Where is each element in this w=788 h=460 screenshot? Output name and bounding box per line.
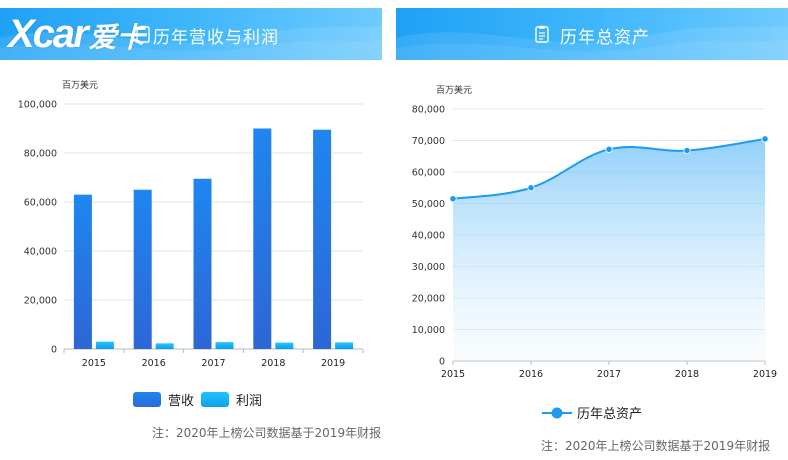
clipboard-icon	[136, 25, 150, 43]
x-tick-label: 2019	[753, 369, 777, 380]
xcar-logo: Xcar爱卡	[8, 12, 145, 60]
y-tick-label: 80,000	[412, 105, 445, 116]
revenue-bar	[313, 129, 332, 349]
left-unit-label: 百万美元	[62, 81, 99, 91]
logo-cn: 爱卡	[88, 22, 145, 53]
revenue-profit-bar-chart: 0 20,000 40,000 60,000 80,000 100,000 2015 2016…	[18, 100, 364, 369]
y-tick-label: 0	[439, 357, 445, 368]
x-tick-label: 2018	[675, 369, 699, 380]
x-tick-label: 2016	[142, 358, 166, 369]
left-footnote: 注：2020年上榜公司数据基于2019年财报	[152, 426, 382, 440]
x-tick-label: 2015	[441, 369, 465, 380]
clipboard-icon	[535, 25, 549, 43]
revenue-bar	[193, 178, 212, 349]
right-footnote: 注：2020年上榜公司数据基于2019年财报	[541, 439, 771, 453]
revenue-bar	[133, 189, 152, 349]
x-tick-label: 2019	[321, 358, 345, 369]
profit-bar	[215, 342, 234, 349]
y-tick-label: 50,000	[412, 199, 445, 210]
header-wave-decoration	[396, 26, 788, 60]
header-wave-decoration	[0, 26, 382, 60]
y-tick-label: 70,000	[412, 136, 445, 147]
profit-bar	[95, 341, 114, 349]
x-tick-label: 2017	[201, 358, 225, 369]
legend-profit: 利润	[201, 390, 262, 409]
assets-data-point	[605, 145, 613, 153]
right-unit-label: 百万美元	[436, 86, 473, 96]
revenue-profit-title: 历年营收与利润	[153, 28, 279, 48]
assets-data-point	[527, 184, 535, 192]
y-tick-label: 60,000	[24, 198, 57, 209]
y-tick-label: 100,000	[18, 100, 57, 111]
assets-data-point	[683, 146, 691, 155]
assets-data-point	[449, 195, 457, 203]
revenue-profit-panel: 历年营收与利润 Xcar爱卡 百万美元 0 20,000 40,000 60,000 8…	[0, 0, 382, 460]
y-tick-label: 30,000	[412, 262, 445, 273]
y-tick-label: 40,000	[412, 231, 445, 242]
legend-profit-swatch	[201, 392, 229, 407]
revenue-bar	[73, 194, 92, 349]
y-tick-label: 20,000	[412, 294, 445, 305]
y-tick-label: 10,000	[412, 325, 445, 336]
logo-latin: Xcar	[8, 12, 89, 56]
legend-assets: 历年总资产	[542, 403, 642, 422]
x-tick-label: 2018	[261, 358, 285, 369]
x-tick-label: 2015	[82, 358, 106, 369]
profit-bar	[155, 343, 174, 349]
assets-data-point	[761, 135, 769, 143]
legend-assets-marker	[542, 407, 572, 418]
y-tick-label: 80,000	[24, 149, 57, 160]
profit-bar	[335, 342, 354, 349]
total-assets-panel: 历年总资产 百万美元 0 10,000 20,000 30,000 40,000 50,0…	[396, 0, 788, 460]
legend-profit-label: 利润	[236, 394, 263, 409]
y-tick-label: 40,000	[24, 247, 57, 258]
revenue-profit-header: 历年营收与利润	[0, 8, 382, 60]
y-tick-label: 0	[51, 345, 57, 356]
legend-revenue-label: 营收	[168, 394, 195, 409]
total-assets-title: 历年总资产	[560, 28, 650, 48]
legend-revenue-swatch	[133, 392, 161, 407]
y-tick-label: 60,000	[412, 168, 445, 179]
total-assets-header: 历年总资产	[396, 8, 788, 60]
profit-bar	[275, 342, 294, 349]
revenue-bar	[253, 128, 272, 349]
x-tick-label: 2016	[519, 369, 543, 380]
assets-area-fill	[453, 138, 765, 361]
y-tick-label: 20,000	[24, 296, 57, 307]
x-tick-label: 2017	[597, 369, 621, 380]
total-assets-area-chart: 0 10,000 20,000 30,000 40,000 50,000 60,000 70,…	[412, 105, 777, 381]
legend-revenue: 营收	[133, 390, 194, 409]
legend-assets-label: 历年总资产	[577, 407, 643, 422]
